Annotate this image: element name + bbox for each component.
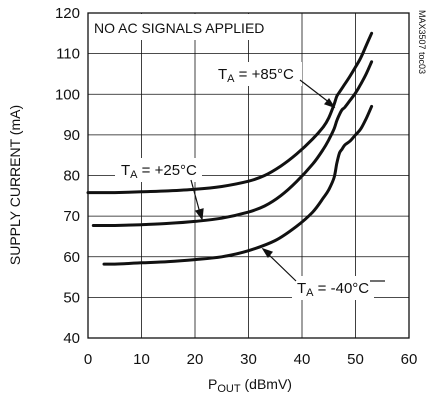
x-tick-label: 30	[240, 351, 257, 368]
series-label-neg40c-sub: A	[306, 287, 314, 299]
x-axis-label: POUT (dBmV)	[208, 376, 292, 395]
y-tick-label: 70	[63, 208, 80, 225]
series-line-neg40c	[102, 104, 374, 266]
x-axis-label-main: P	[208, 376, 217, 392]
series-label-neg40c-rest: = -40°C	[314, 280, 370, 297]
series-label-25c-main: T	[121, 162, 130, 179]
x-axis-label-rest: (dBmV)	[241, 376, 292, 392]
y-tick-label: 90	[63, 127, 80, 144]
label-background-85c	[212, 62, 302, 86]
label-background-25c	[115, 158, 202, 182]
leader-line-neg40c	[265, 251, 297, 282]
series-label-85c: TA = +85°C	[218, 66, 294, 85]
note-background	[90, 14, 268, 40]
y-axis-label: SUPPLY CURRENT (mA)	[7, 105, 23, 265]
series-lines	[86, 31, 374, 266]
series-line-25c	[91, 60, 374, 228]
y-tick-label: 60	[63, 249, 80, 266]
series-label-85c-main: T	[218, 66, 227, 83]
y-tick-label: 120	[55, 5, 80, 22]
series-label-neg40c: TA = -40°C	[297, 280, 369, 299]
series-label-85c-rest: = +85°C	[235, 66, 295, 83]
leader-arrowhead-neg40c	[261, 247, 274, 259]
y-tick-label: 100	[55, 86, 80, 103]
y-tick-label: 50	[63, 289, 80, 306]
y-tick-label: 80	[63, 168, 80, 185]
x-tick-labels: 0 10 20 30 40 50 60	[84, 351, 418, 368]
series-label-25c-rest: = +25°C	[138, 162, 198, 179]
x-tick-label: 60	[401, 351, 418, 368]
plot-frame	[87, 12, 410, 339]
chart-note: NO AC SIGNALS APPLIED	[94, 20, 264, 36]
y-tick-label: 110	[56, 46, 80, 63]
x-axis-label-sub: OUT	[217, 383, 241, 395]
series-label-85c-sub: A	[227, 73, 235, 85]
leader-arrowhead-85c	[323, 97, 336, 109]
series-line-85c	[86, 31, 374, 195]
leader-arrows	[190, 79, 385, 282]
label-background-neg40c	[292, 276, 374, 300]
series-label-neg40c-main: T	[297, 280, 306, 297]
x-tick-label: 40	[294, 351, 311, 368]
x-tick-label: 10	[133, 351, 150, 368]
leader-arrowhead-25c	[194, 208, 204, 221]
leader-line-85c	[299, 79, 331, 104]
y-tick-labels: 40 50 60 70 80 90 100 110 120	[55, 5, 80, 347]
y-tick-label: 40	[63, 330, 80, 347]
x-tick-label: 20	[187, 351, 204, 368]
x-tick-label: 0	[84, 351, 92, 368]
leader-line-25c	[190, 179, 201, 214]
series-label-25c: TA = +25°C	[121, 162, 197, 181]
x-tick-label: 50	[347, 351, 364, 368]
series-label-25c-sub: A	[130, 169, 138, 181]
watermark-label: MAX3507 toc03	[417, 10, 426, 74]
